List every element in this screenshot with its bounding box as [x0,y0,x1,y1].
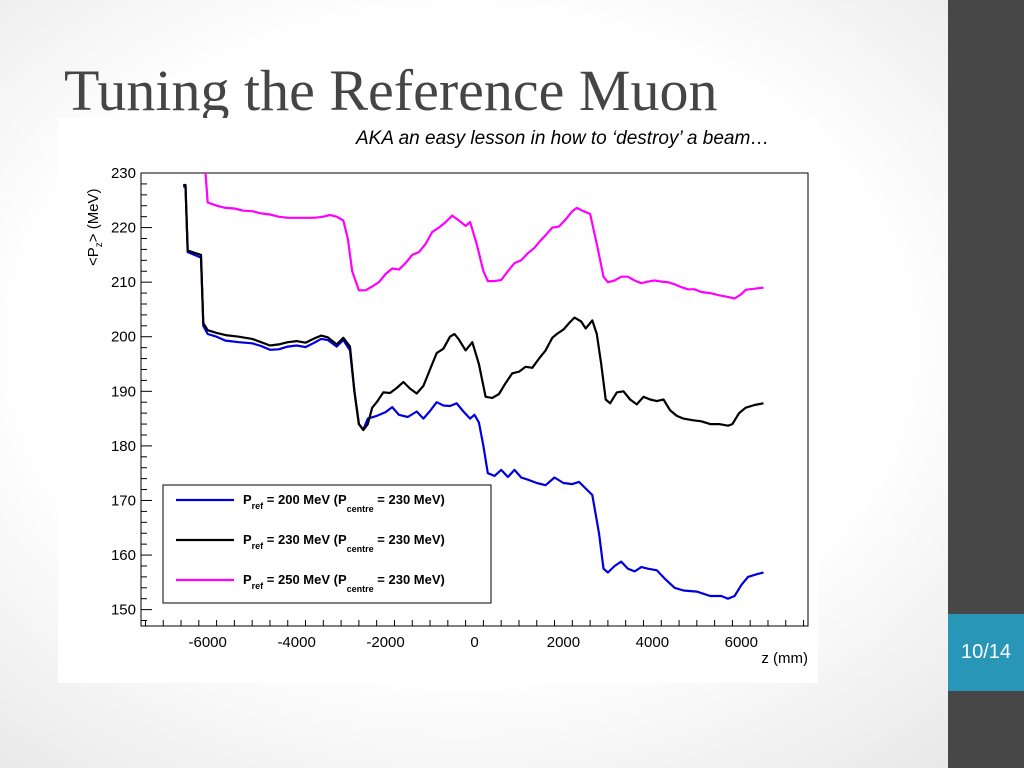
y-tick-label: 190 [111,383,136,400]
legend-label-2: Pref = 230 MeV (Pcentre = 230 MeV) [243,532,445,554]
slide-title: Tuning the Reference Muon [64,58,718,123]
legend: Pref = 200 MeV (Pcentre = 230 MeV) Pref =… [162,484,492,604]
y-tick-label: 160 [111,547,136,564]
legend-label-3: Pref = 250 MeV (Pcentre = 230 MeV) [243,572,445,594]
legend-box [162,484,492,604]
slide-number: 10/14 [960,641,1012,663]
x-tick-label: 0 [470,634,478,651]
x-tick-label: -2000 [366,634,404,651]
x-tick-label: -4000 [277,634,315,651]
chart-panel: -6000 -4000 -2000 0 2000 4000 6000 150 160 170 180… [58,118,818,683]
series-line-1 [183,185,764,600]
slide-number-badge: 10/14 [948,614,1024,691]
legend-label-1: Pref = 200 MeV (Pcentre = 230 MeV) [243,492,445,514]
line-chart: -6000 -4000 -2000 0 2000 4000 6000 150 160 170 180… [85,165,809,667]
x-tick-label: 6000 [725,634,758,651]
y-axis-label: <Pz> (MeV) [85,188,105,266]
x-tick-label: 2000 [547,634,580,651]
y-tick-label: 210 [111,274,136,291]
series-lines [183,172,764,600]
y-tick-label: 150 [111,602,136,619]
series-line-2 [183,183,764,432]
x-tick-label: 4000 [636,634,669,651]
y-tick-label: 200 [111,329,136,346]
x-tick-label: -6000 [189,634,227,651]
y-tick-label: 170 [111,492,136,509]
axes: -6000 -4000 -2000 0 2000 4000 6000 150 160 170 180… [111,165,805,651]
y-tick-label: 220 [111,220,136,237]
y-tick-label: 180 [111,438,136,455]
slide-subtitle: AKA an easy lesson in how to ‘destroy’ a… [356,128,770,149]
series-line-3 [204,172,764,300]
y-tick-label: 230 [111,165,136,182]
plot-frame [140,172,809,627]
x-axis-label: z (mm) [761,650,808,667]
